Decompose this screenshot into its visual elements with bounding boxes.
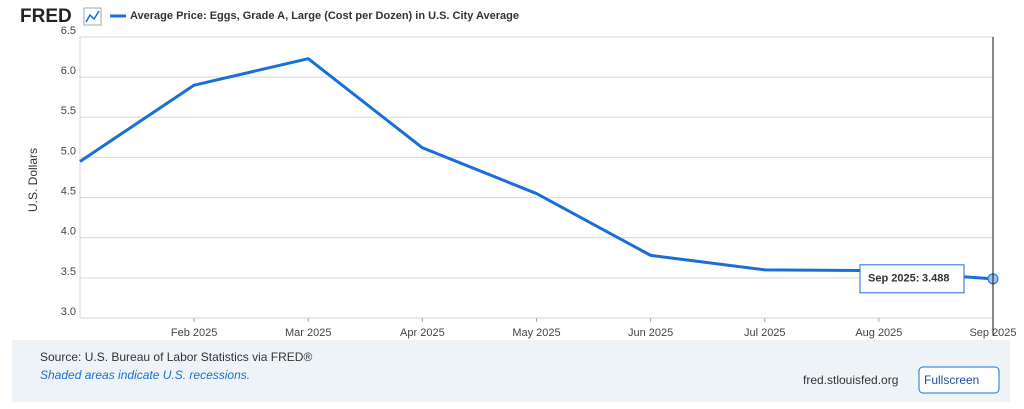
fullscreen-button[interactable]: Fullscreen [918, 366, 1000, 394]
x-tick-label: Mar 2025 [285, 327, 331, 339]
button-label[interactable]: Fullscreen [924, 373, 979, 387]
x-tick-label: Jul 2025 [744, 327, 786, 339]
tooltip: Sep 2025: 3.488 [859, 264, 965, 294]
y-tick-label: 5.5 [61, 105, 76, 117]
y-tick-label: 3.5 [61, 266, 76, 278]
footer-panel [12, 340, 1010, 402]
tooltip-value: 3.488 [922, 273, 950, 285]
y-tick-label: 6.5 [61, 25, 76, 37]
button-box[interactable] [918, 366, 1000, 394]
source: Source: U.S. Bureau of Labor Statistics … [40, 350, 312, 364]
y-tick-label: 3.0 [61, 306, 76, 318]
y-axis-label: U.S. Dollars [26, 148, 40, 212]
y-tick-label: 4.5 [61, 185, 76, 197]
x-tick-label: May 2025 [512, 327, 560, 339]
site: fred.stlouisfed.org [803, 373, 898, 387]
series-line [79, 57, 994, 281]
y-tick-label: 4.0 [61, 226, 76, 238]
brand: FRED [20, 6, 72, 27]
tooltip-label: Sep 2025: [868, 273, 919, 285]
note: Shaded areas indicate U.S. recessions. [40, 368, 250, 382]
y-tick-label: 6.0 [61, 65, 76, 77]
tooltip-box [859, 264, 965, 294]
x-tick-label: Aug 2025 [855, 327, 902, 339]
legend-label: Average Price: Eggs, Grade A, Large (Cos… [130, 10, 519, 22]
x-tick-label: Jun 2025 [628, 327, 673, 339]
brand-icon-line [85, 10, 100, 23]
y-tick-label: 5.0 [61, 145, 76, 157]
x-tick-label: Feb 2025 [171, 327, 217, 339]
x-tick-label: Apr 2025 [400, 327, 445, 339]
